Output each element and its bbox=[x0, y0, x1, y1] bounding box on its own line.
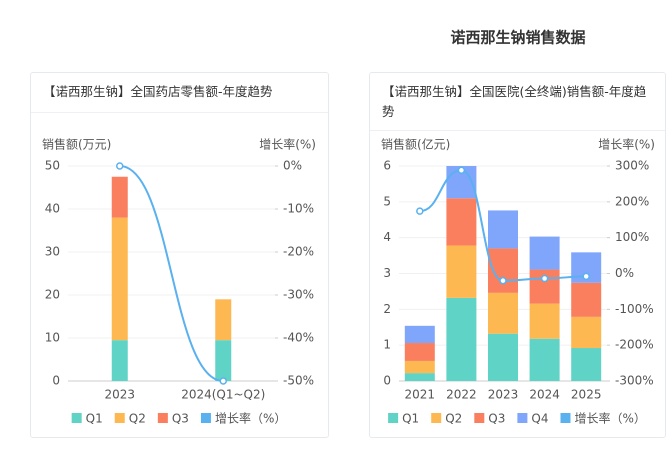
legend-label: Q1 bbox=[86, 412, 103, 426]
x-tick-label: 2023 bbox=[104, 388, 135, 402]
y2-tick-label: -100% bbox=[615, 302, 654, 316]
legend-label: Q2 bbox=[445, 412, 462, 426]
y2-axis-label: 增长率(%) bbox=[259, 137, 316, 152]
legend-swatch bbox=[71, 413, 82, 423]
y-tick-label: 3 bbox=[383, 266, 391, 280]
point bbox=[457, 166, 466, 175]
legend-label: Q3 bbox=[488, 412, 505, 426]
legend-swatch bbox=[517, 413, 528, 423]
bar bbox=[529, 236, 560, 270]
x-tick-label: 2023 bbox=[488, 388, 519, 402]
bar bbox=[404, 360, 435, 374]
y2-tick-label: 100% bbox=[615, 230, 649, 244]
bar bbox=[488, 210, 518, 249]
y-tick-label: 20 bbox=[45, 288, 60, 302]
bar bbox=[529, 338, 560, 381]
y2-tick-label: 200% bbox=[615, 194, 649, 208]
y2-tick-label: -20% bbox=[283, 245, 314, 259]
point bbox=[116, 162, 124, 170]
x-tick-label: 2024(Q1~Q2) bbox=[181, 388, 265, 402]
point bbox=[219, 377, 227, 385]
bar bbox=[488, 292, 518, 334]
bar bbox=[446, 245, 477, 298]
y-tick-label: 2 bbox=[383, 302, 391, 316]
bar bbox=[446, 297, 477, 381]
chart-card: 【诺西那生钠】全国药店零售额-年度趋势 bbox=[30, 72, 329, 438]
bar bbox=[529, 303, 560, 339]
point bbox=[582, 272, 590, 281]
line bbox=[119, 165, 224, 382]
legend-label: Q3 bbox=[172, 412, 189, 426]
y-tick-label: 50 bbox=[45, 159, 60, 173]
legend-label: Q4 bbox=[531, 412, 548, 426]
y-axis-label: 销售额(万元) bbox=[42, 137, 111, 152]
bar bbox=[404, 373, 435, 381]
legend-swatch bbox=[474, 413, 485, 423]
x-tick-label: 2025 bbox=[571, 388, 602, 402]
y-tick-label: 1 bbox=[383, 338, 391, 352]
legend-swatch bbox=[157, 413, 168, 423]
bar bbox=[446, 198, 477, 246]
y2-tick-label: -200% bbox=[615, 338, 654, 352]
y-tick-label: 10 bbox=[45, 331, 60, 345]
bar bbox=[215, 299, 232, 341]
bar bbox=[571, 282, 602, 317]
y2-axis-label: 增长率(%) bbox=[598, 137, 655, 152]
y2-tick-label: -40% bbox=[283, 331, 314, 345]
y-tick-label: 6 bbox=[383, 159, 391, 173]
y-tick-label: 0 bbox=[52, 374, 60, 388]
page-title: 诺西那生钠销售数据 bbox=[450, 29, 585, 47]
bar bbox=[571, 316, 602, 349]
bar bbox=[529, 269, 560, 304]
bar bbox=[111, 217, 128, 341]
y2-tick-label: 0% bbox=[615, 266, 634, 280]
bar bbox=[111, 340, 128, 381]
y2-tick-label: -300% bbox=[615, 374, 654, 388]
y-tick-label: 40 bbox=[45, 202, 60, 216]
chart-title: 【诺西那生钠】全国医院(全终端)销售额-年度趋势 bbox=[370, 73, 665, 131]
y2-tick-label: -30% bbox=[283, 288, 314, 302]
legend-label: Q2 bbox=[129, 412, 146, 426]
y-tick-label: 5 bbox=[383, 194, 391, 208]
bar bbox=[111, 176, 128, 218]
y2-tick-label: -10% bbox=[283, 202, 314, 216]
point bbox=[499, 276, 507, 285]
point bbox=[416, 207, 424, 215]
legend-swatch bbox=[560, 413, 571, 423]
legend-swatch bbox=[431, 413, 442, 423]
legend-label: 增长率（%） bbox=[574, 411, 645, 426]
legend-label: Q1 bbox=[402, 412, 419, 426]
x-tick-label: 2024 bbox=[529, 388, 560, 402]
legend-swatch bbox=[200, 413, 211, 423]
legend-swatch bbox=[114, 413, 125, 423]
x-tick-label: 2022 bbox=[446, 388, 477, 402]
bar bbox=[571, 348, 602, 381]
bar bbox=[404, 343, 435, 361]
chart-title: 【诺西那生钠】全国药店零售额-年度趋势 bbox=[31, 73, 328, 113]
bar bbox=[215, 340, 232, 381]
point bbox=[540, 274, 549, 283]
legend-label: 增长率（%） bbox=[215, 411, 286, 426]
y-tick-label: 0 bbox=[383, 374, 391, 388]
y-tick-label: 4 bbox=[383, 230, 391, 244]
y-axis-label: 销售额(亿元) bbox=[381, 137, 450, 152]
bar bbox=[488, 333, 518, 381]
line bbox=[419, 169, 587, 282]
legend-swatch bbox=[388, 413, 399, 423]
x-tick-label: 2021 bbox=[405, 388, 436, 402]
y-tick-label: 30 bbox=[45, 245, 60, 259]
y2-tick-label: -50% bbox=[283, 374, 314, 388]
bar bbox=[404, 325, 435, 344]
y2-tick-label: 0% bbox=[283, 159, 302, 173]
y2-tick-label: 300% bbox=[615, 159, 649, 173]
